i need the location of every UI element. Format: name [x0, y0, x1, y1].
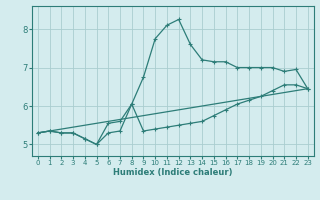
X-axis label: Humidex (Indice chaleur): Humidex (Indice chaleur): [113, 168, 233, 177]
